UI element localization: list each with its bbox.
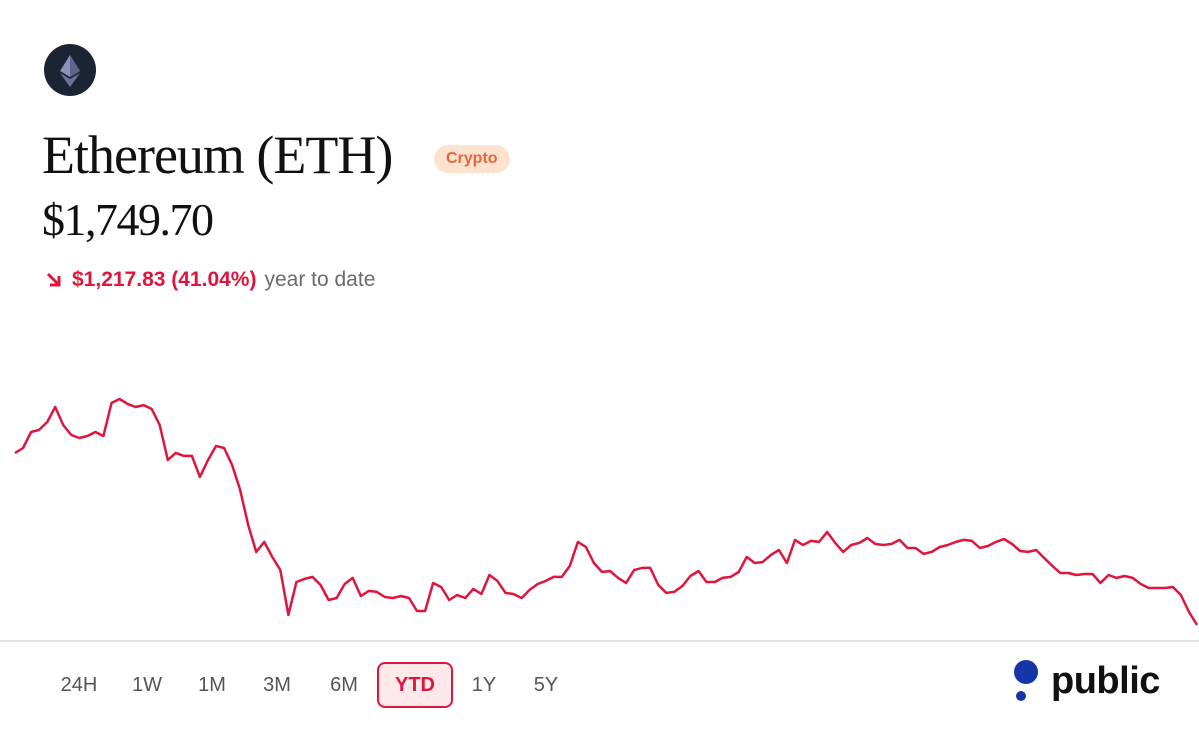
asset-name: Ethereum (ETH) (42, 125, 393, 185)
price-line (14, 397, 1199, 626)
range-button[interactable]: 6M (330, 674, 358, 696)
range-button[interactable]: YTD (377, 662, 453, 708)
range-button[interactable]: 1Y (471, 674, 497, 696)
range-selector: 24H 1W 1M 3M 6M YTD 1Y 5Y (45, 662, 577, 708)
range-button[interactable]: 1M (198, 674, 226, 696)
logo-mark (1014, 660, 1038, 701)
change: $1,217.83 (41.04%) (72, 268, 257, 291)
brand: public (1051, 660, 1160, 702)
change-row: $1,217.83 (41.04%) year to date (44, 268, 375, 292)
range-button[interactable]: 24H (60, 674, 98, 696)
range-button[interactable]: 3M (263, 674, 291, 696)
range-button[interactable]: 5Y (533, 674, 559, 696)
range-button[interactable]: 1W (132, 674, 162, 696)
badge: Crypto (434, 145, 510, 173)
period: year to date (264, 268, 376, 291)
price: $1,749.70 (42, 194, 214, 245)
down-arrow (46, 272, 61, 287)
eth-icon (44, 44, 96, 96)
